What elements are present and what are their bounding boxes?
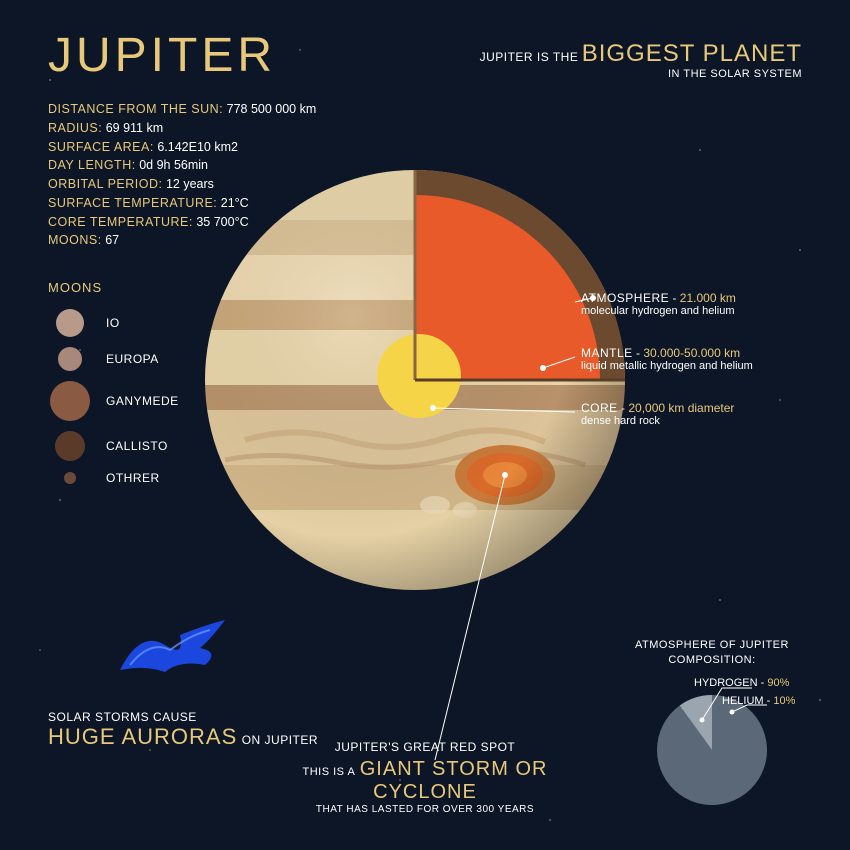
fact-label: DISTANCE FROM THE SUN: bbox=[48, 102, 223, 116]
layer-value: 30.000-50.000 km bbox=[643, 346, 740, 360]
composition-section: ATMOSPHERE OF JUPITER COMPOSITION: HYDRO… bbox=[622, 638, 802, 805]
moon-label: IO bbox=[106, 316, 120, 330]
moon-row: GANYMEDE bbox=[48, 381, 179, 421]
redspot-callout: JUPITER'S GREAT RED SPOT THIS IS A GIANT… bbox=[250, 740, 600, 815]
moon-label: OTHRER bbox=[106, 471, 160, 485]
aurora-illustration bbox=[110, 610, 250, 690]
layer-name: CORE bbox=[581, 401, 618, 415]
moon-label: GANYMEDE bbox=[106, 394, 179, 408]
layer-name: MANTLE bbox=[581, 346, 633, 360]
moon-icon bbox=[58, 347, 82, 371]
fact-row: SURFACE AREA: 6.142E10 km2 bbox=[48, 138, 316, 157]
fact-value: 778 500 000 km bbox=[227, 102, 317, 116]
moon-row: OTHRER bbox=[48, 471, 179, 485]
headline-big: BIGGEST PLANET bbox=[582, 40, 802, 67]
pie-label: HYDROGEN - 90% bbox=[694, 677, 789, 689]
redspot-line2: THAT HAS LASTED FOR OVER 300 YEARS bbox=[250, 804, 600, 815]
moon-row: IO bbox=[48, 309, 179, 337]
redspot-big: GIANT STORM OR CYCLONE bbox=[360, 758, 548, 803]
layer-value: 20,000 km diameter bbox=[628, 401, 734, 415]
fact-label: ORBITAL PERIOD: bbox=[48, 177, 162, 191]
moon-label: CALLISTO bbox=[106, 439, 168, 453]
aurora-big: HUGE AURORAS bbox=[48, 724, 237, 749]
layer-label: MANTLE - 30.000-50.000 kmliquid metallic… bbox=[581, 346, 753, 372]
layer-label: CORE - 20,000 km diameterdense hard rock bbox=[581, 401, 734, 427]
moon-row: EUROPA bbox=[48, 347, 179, 371]
moon-icon bbox=[50, 381, 90, 421]
fact-label: DAY LENGTH: bbox=[48, 158, 136, 172]
pie-label: HELIUM - 10% bbox=[722, 695, 795, 707]
fact-label: RADIUS: bbox=[48, 121, 102, 135]
jupiter-cutaway-diagram bbox=[205, 170, 625, 590]
fact-label: SURFACE TEMPERATURE: bbox=[48, 196, 217, 210]
fact-value: 69 911 km bbox=[106, 121, 163, 135]
aurora-line1: SOLAR STORMS CAUSE bbox=[48, 710, 318, 724]
fact-value: 0d 9h 56min bbox=[139, 158, 208, 172]
moon-icon bbox=[64, 472, 76, 484]
moons-section: MOONS IO EUROPA GANYMEDE CALLISTO OTHRER bbox=[48, 280, 179, 495]
layer-desc: molecular hydrogen and helium bbox=[581, 305, 736, 317]
redspot-title: JUPITER'S GREAT RED SPOT bbox=[250, 740, 600, 754]
moon-label: EUROPA bbox=[106, 352, 159, 366]
redspot-line1: THIS IS A bbox=[303, 766, 356, 778]
page-title: JUPITER bbox=[48, 28, 276, 83]
fact-value: 6.142E10 km2 bbox=[157, 140, 238, 154]
fact-value: 67 bbox=[105, 233, 119, 247]
headline-pre: JUPITER IS THE bbox=[480, 50, 579, 64]
composition-title: ATMOSPHERE OF JUPITER COMPOSITION: bbox=[622, 638, 802, 667]
fact-label: MOONS: bbox=[48, 233, 102, 247]
layer-desc: dense hard rock bbox=[581, 415, 734, 427]
fact-row: DISTANCE FROM THE SUN: 778 500 000 km bbox=[48, 100, 316, 119]
moons-title: MOONS bbox=[48, 280, 179, 295]
layer-desc: liquid metallic hydrogen and helium bbox=[581, 360, 753, 372]
headline-biggest-planet: JUPITER IS THE BIGGEST PLANET IN THE SOL… bbox=[480, 40, 802, 80]
composition-title-2: COMPOSITION: bbox=[668, 654, 755, 666]
moon-icon bbox=[55, 431, 85, 461]
layer-name: ATMOSPHERE bbox=[581, 291, 669, 305]
fact-label: SURFACE AREA: bbox=[48, 140, 154, 154]
fact-row: RADIUS: 69 911 km bbox=[48, 119, 316, 138]
layer-value: 21.000 km bbox=[680, 291, 736, 305]
moon-row: CALLISTO bbox=[48, 431, 179, 461]
layer-label: ATMOSPHERE - 21.000 kmmolecular hydrogen… bbox=[581, 291, 736, 317]
moon-icon bbox=[56, 309, 84, 337]
composition-title-1: ATMOSPHERE OF JUPITER bbox=[635, 639, 789, 651]
headline-sub: IN THE SOLAR SYSTEM bbox=[480, 68, 802, 80]
fact-label: CORE TEMPERATURE: bbox=[48, 215, 193, 229]
